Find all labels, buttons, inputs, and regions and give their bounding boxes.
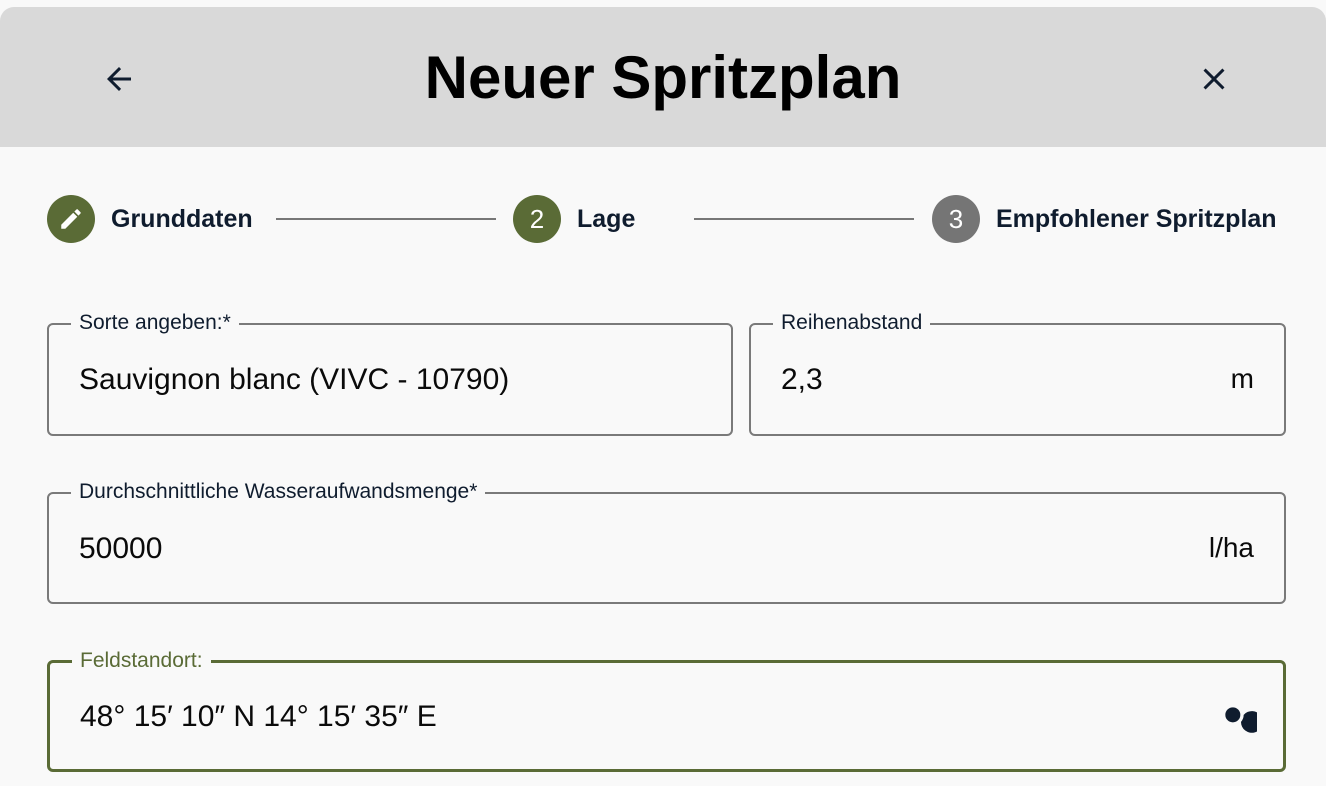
field-label: Sorte angeben:* [71, 311, 239, 335]
unit-suffix: l/ha [1208, 532, 1254, 563]
field-label: Feldstandort: [72, 649, 211, 673]
step-marker: 2 [513, 195, 561, 243]
step-label: Lage [577, 204, 636, 233]
step-connector [694, 218, 914, 220]
step-marker [47, 195, 95, 243]
back-button[interactable] [97, 57, 141, 101]
row-spacing-input[interactable]: 2,3 [781, 363, 823, 396]
step-grunddaten[interactable]: Grunddaten [47, 195, 253, 243]
field-label: Durchschnittliche Wasseraufwandsmenge* [71, 480, 486, 504]
step-connector [276, 218, 496, 220]
pencil-icon [61, 209, 81, 229]
close-button[interactable] [1192, 57, 1236, 101]
unit-suffix: m [1230, 363, 1254, 394]
step-lage[interactable]: 2 Lage [513, 195, 636, 243]
page-title: Neuer Spritzplan [424, 44, 902, 111]
close-icon [1203, 68, 1225, 90]
field-label: Reihenabstand [773, 311, 931, 335]
water-amount-field[interactable]: Durchschnittliche Wasseraufwandsmenge* 5… [47, 480, 1286, 604]
variety-input[interactable]: Sauvignon blanc (VIVC - 10790) [79, 363, 510, 396]
arrow-left-icon [107, 67, 131, 91]
step-empfohlener-spritzplan[interactable]: 3 Empfohlener Spritzplan [932, 195, 1277, 243]
location-input[interactable]: 48° 15′ 10″ N 14° 15′ 35″ E [80, 700, 437, 733]
search-button[interactable] [1217, 699, 1263, 744]
water-amount-input[interactable]: 50000 [79, 532, 163, 565]
step-label: Grunddaten [111, 204, 253, 233]
step-marker: 3 [932, 195, 980, 243]
location-field[interactable]: Feldstandort: 48° 15′ 10″ N 14° 15′ 35″ … [47, 649, 1286, 772]
search-icon [1225, 707, 1263, 733]
variety-field[interactable]: Sorte angeben:* Sauvignon blanc (VIVC - … [47, 311, 733, 436]
dialog-header: Neuer Spritzplan [0, 7, 1326, 147]
row-spacing-field[interactable]: Reihenabstand 2,3 m [749, 311, 1286, 436]
step-label: Empfohlener Spritzplan [996, 204, 1277, 233]
